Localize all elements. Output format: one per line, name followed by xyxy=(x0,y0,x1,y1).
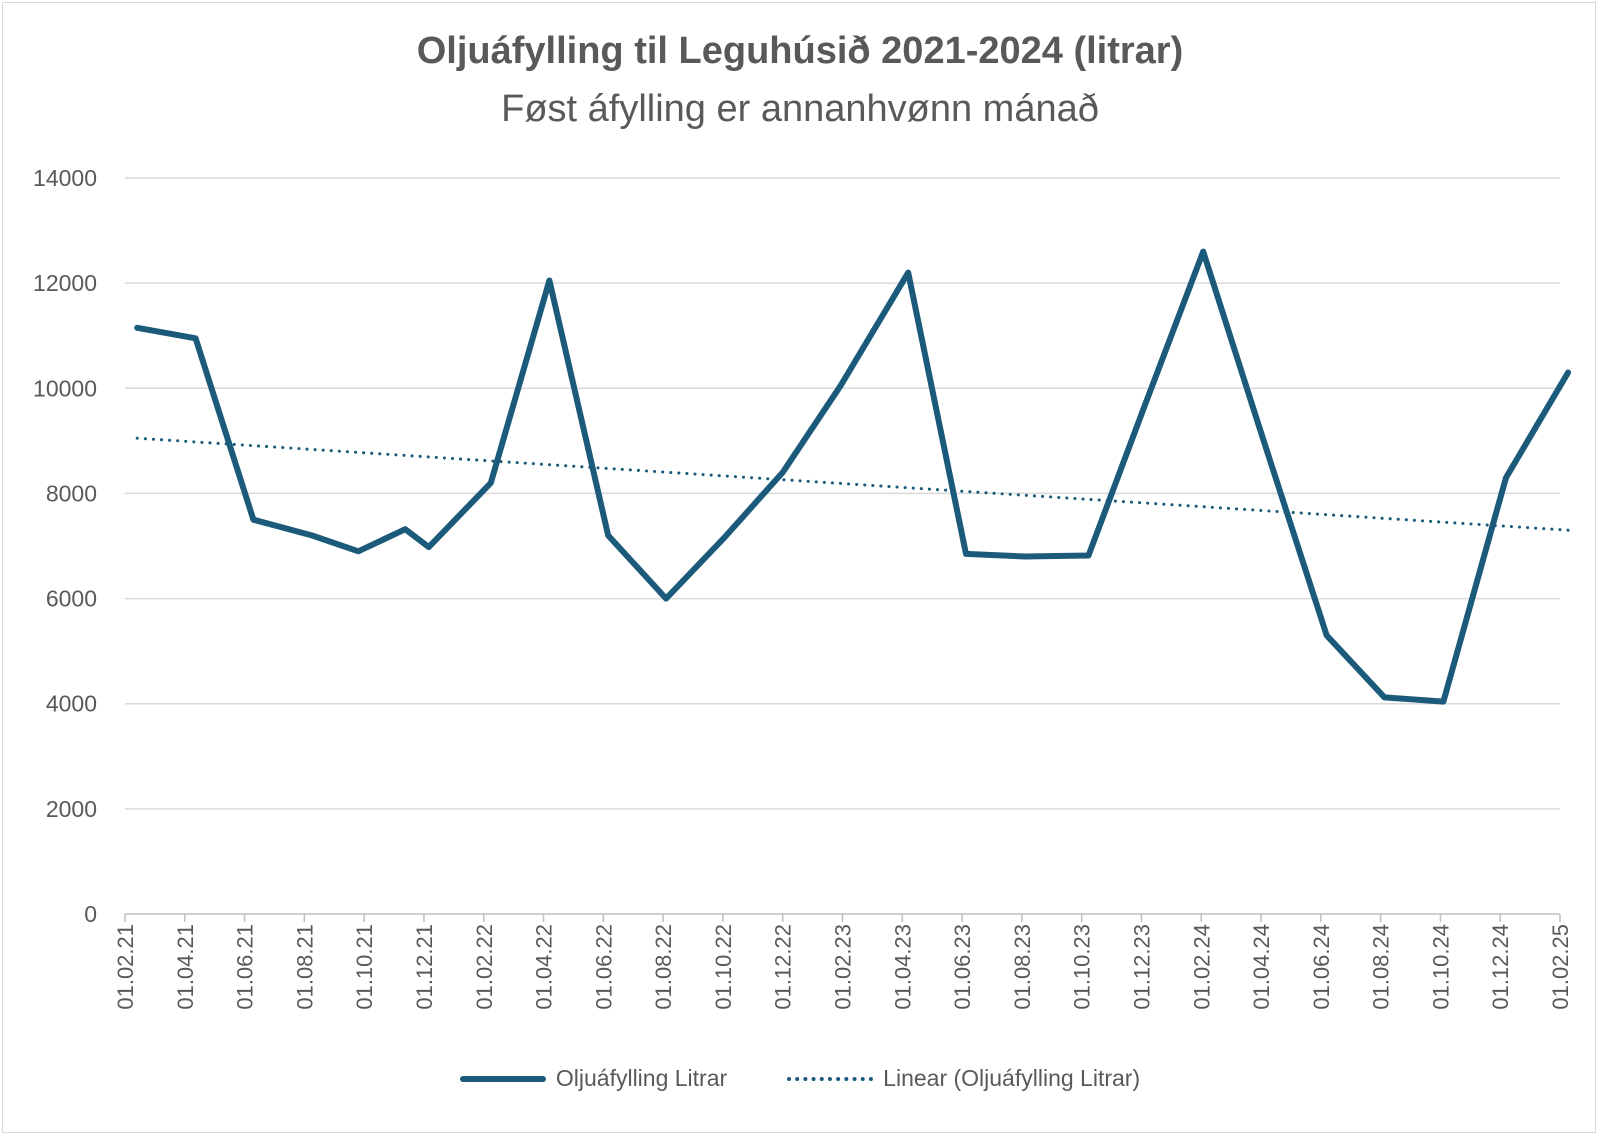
x-tick-label: 01.04.22 xyxy=(532,924,557,1010)
data-point xyxy=(607,535,609,536)
data-point xyxy=(404,528,406,530)
legend-item-trendline: Linear (Oljuáfylling Litrar) xyxy=(787,1065,1140,1092)
x-tick-label: 01.12.23 xyxy=(1129,924,1154,1010)
x-tick-label: 01.04.23 xyxy=(890,924,915,1010)
legend-swatch-dotted xyxy=(787,1076,874,1081)
x-tick-label: 01.02.21 xyxy=(113,924,138,1010)
x-tick-label: 01.02.22 xyxy=(472,924,497,1010)
x-tick-label: 01.04.24 xyxy=(1249,924,1274,1010)
x-tick-label: 01.08.24 xyxy=(1369,924,1394,1010)
x-tick-label: 01.06.23 xyxy=(950,924,975,1010)
chart-legend: Oljuáfylling Litrar Linear (Oljuáfylling… xyxy=(0,1065,1600,1092)
legend-label-trendline: Linear (Oljuáfylling Litrar) xyxy=(883,1065,1141,1091)
x-tick-label: 01.06.21 xyxy=(233,924,258,1010)
data-point xyxy=(665,598,667,600)
data-point xyxy=(907,272,909,274)
y-tick-label: 0 xyxy=(84,901,97,927)
data-point xyxy=(723,537,725,539)
x-tick-label: 01.06.24 xyxy=(1309,924,1334,1010)
data-point xyxy=(1202,251,1204,253)
data-point xyxy=(195,337,197,339)
x-tick-label: 01.08.22 xyxy=(651,924,676,1010)
x-tick-label: 01.10.24 xyxy=(1428,924,1453,1010)
x-tick-label: 01.12.22 xyxy=(771,924,796,1010)
x-tick-label: 01.02.24 xyxy=(1189,924,1214,1010)
chart-subtitle: Føst áfylling er annanhvønn mánað xyxy=(501,88,1099,130)
x-tick-label: 01.04.21 xyxy=(173,924,198,1010)
data-point xyxy=(357,550,359,552)
x-tick-label: 01.02.23 xyxy=(831,924,856,1010)
chart-title: Oljuáfylling til Leguhúsið 2021-2024 (li… xyxy=(416,30,1184,72)
x-tick-label: 01.10.21 xyxy=(352,924,377,1010)
x-tick-label: 01.12.24 xyxy=(1488,924,1513,1010)
data-point xyxy=(1505,477,1507,479)
data-point xyxy=(1442,701,1444,703)
x-tick-label: 01.06.22 xyxy=(591,924,616,1010)
data-point xyxy=(782,471,784,473)
y-tick-label: 14000 xyxy=(33,165,97,191)
y-tick-label: 10000 xyxy=(33,375,97,401)
y-tick-label: 4000 xyxy=(46,691,97,717)
data-point xyxy=(136,327,138,329)
trendline-linear xyxy=(135,436,1570,532)
data-point xyxy=(311,535,313,536)
y-tick-label: 2000 xyxy=(46,796,97,822)
x-tick-label: 01.12.21 xyxy=(412,924,437,1010)
data-point xyxy=(252,519,254,521)
x-tick-label: 01.10.23 xyxy=(1070,924,1095,1010)
data-point xyxy=(1144,403,1146,405)
x-tick-label: 01.08.21 xyxy=(292,924,317,1010)
data-point xyxy=(965,553,967,555)
data-point xyxy=(548,280,550,281)
data-point xyxy=(428,546,430,548)
y-tick-label: 12000 xyxy=(33,270,97,296)
data-point xyxy=(490,482,492,484)
data-point xyxy=(1326,634,1328,636)
data-point xyxy=(1088,555,1089,556)
data-point xyxy=(840,385,842,387)
legend-item-series: Oljuáfylling Litrar xyxy=(459,1065,728,1092)
y-tick-label: 6000 xyxy=(46,586,97,612)
y-tick-label: 8000 xyxy=(46,480,97,506)
legend-swatch-solid xyxy=(459,1075,546,1082)
x-tick-label: 01.02.25 xyxy=(1548,924,1573,1010)
data-point xyxy=(1261,435,1263,437)
data-point xyxy=(1024,556,1026,557)
legend-label-series: Oljuáfylling Litrar xyxy=(555,1065,728,1091)
x-tick-label: 01.08.23 xyxy=(1010,924,1035,1010)
data-point xyxy=(1384,696,1385,698)
x-tick-label: 01.10.22 xyxy=(711,924,736,1010)
series-line-oljuafylling xyxy=(134,248,1572,705)
data-point xyxy=(1567,372,1569,373)
